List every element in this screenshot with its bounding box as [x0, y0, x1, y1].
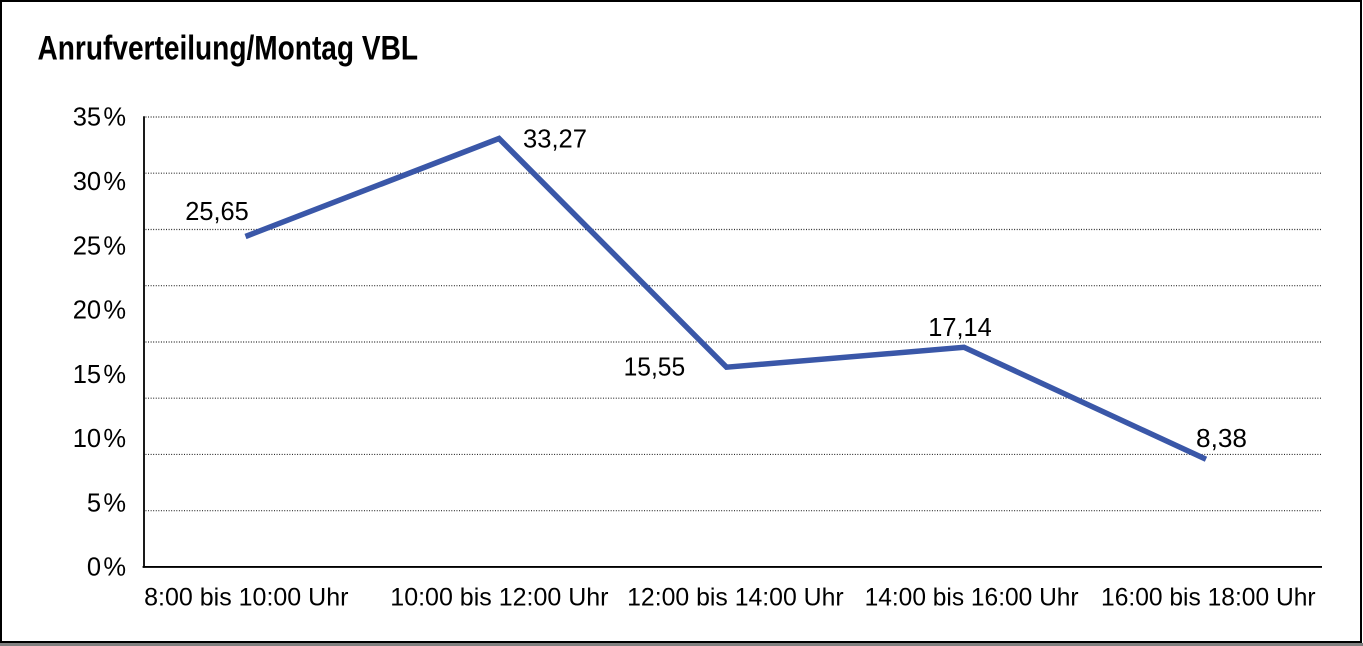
- svg-text:15%: 15%: [73, 361, 126, 389]
- svg-text:30%: 30%: [73, 168, 126, 196]
- svg-text:Anrufverteilung/Montag VBL: Anrufverteilung/Montag VBL: [38, 30, 419, 68]
- svg-text:14:00 bis 16:00 Uhr: 14:00 bis 16:00 Uhr: [865, 583, 1079, 611]
- svg-text:25%: 25%: [73, 232, 126, 260]
- svg-text:5%: 5%: [87, 489, 126, 517]
- svg-text:25,65: 25,65: [185, 196, 249, 226]
- svg-text:8:00 bis 10:00 Uhr: 8:00 bis 10:00 Uhr: [144, 583, 348, 611]
- svg-text:10%: 10%: [73, 425, 126, 453]
- svg-text:10:00 bis 12:00 Uhr: 10:00 bis 12:00 Uhr: [390, 583, 608, 611]
- svg-text:17,14: 17,14: [928, 312, 992, 342]
- svg-text:16:00 bis 18:00 Uhr: 16:00 bis 18:00 Uhr: [1101, 583, 1316, 611]
- svg-text:12:00 bis 14:00 Uhr: 12:00 bis 14:00 Uhr: [627, 583, 844, 611]
- svg-text:35%: 35%: [73, 104, 126, 132]
- svg-text:20%: 20%: [73, 297, 126, 325]
- svg-text:33,27: 33,27: [523, 123, 587, 153]
- svg-text:0%: 0%: [87, 554, 126, 582]
- svg-text:15,55: 15,55: [624, 352, 686, 382]
- svg-text:8,38: 8,38: [1196, 423, 1247, 453]
